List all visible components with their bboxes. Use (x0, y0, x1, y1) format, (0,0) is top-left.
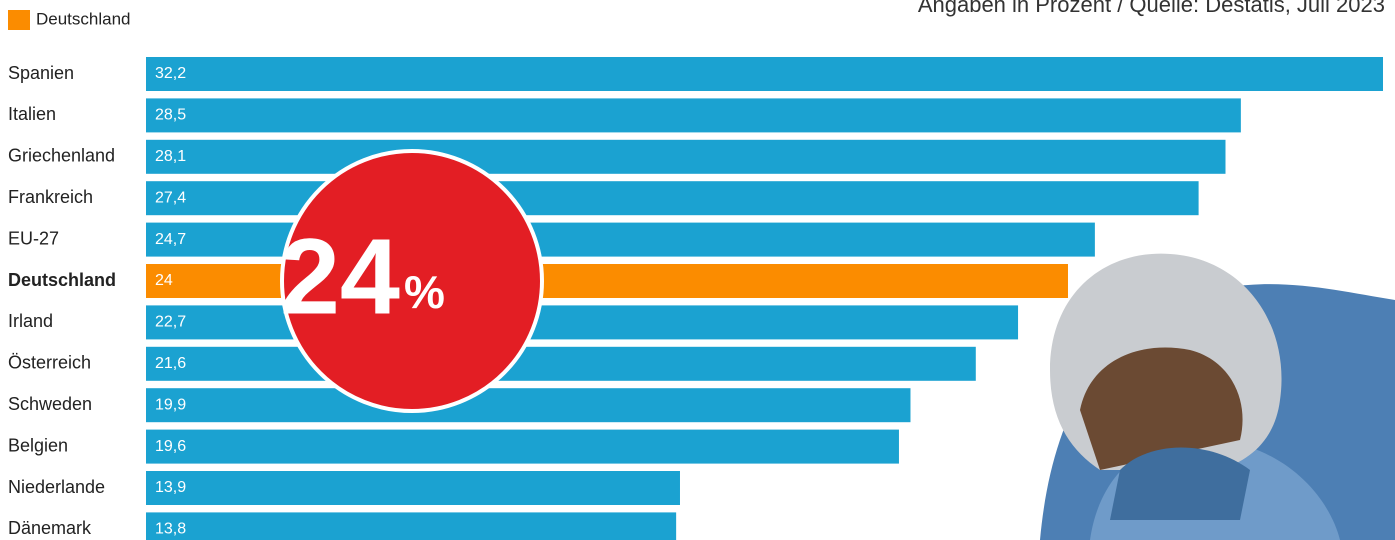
value-label: 28,1 (155, 148, 186, 165)
value-label: 24 (155, 272, 173, 289)
value-label: 13,9 (155, 479, 186, 496)
value-label: 19,9 (155, 396, 186, 413)
category-label: Dänemark (8, 518, 92, 538)
category-label: Italien (8, 104, 56, 124)
value-label: 24,7 (155, 231, 186, 248)
bar (146, 57, 1383, 91)
bar (146, 98, 1241, 132)
bar (146, 140, 1225, 174)
legend-swatch (8, 10, 30, 30)
category-label: EU-27 (8, 228, 59, 248)
legend-label: Deutschland (36, 9, 131, 28)
value-label: 21,6 (155, 355, 186, 372)
value-label: 28,5 (155, 107, 186, 124)
value-label: 27,4 (155, 189, 186, 206)
category-label: Belgien (8, 435, 68, 455)
bar (146, 347, 976, 381)
photo (1040, 254, 1395, 540)
category-label: Frankreich (8, 187, 93, 207)
bar (146, 430, 899, 464)
value-label: 32,2 (155, 65, 186, 82)
chart: Angaben in Prozent / Quelle: Destatis, J… (0, 0, 1395, 540)
badge-unit: % (404, 266, 445, 318)
category-label: Schweden (8, 394, 92, 414)
bar (146, 388, 910, 422)
bar (146, 512, 676, 540)
value-label: 19,6 (155, 438, 186, 455)
badge: 24 % (280, 151, 542, 411)
category-label: Österreich (8, 353, 91, 373)
source-note: Angaben in Prozent / Quelle: Destatis, J… (918, 0, 1385, 17)
bar (146, 471, 680, 505)
value-label: 22,7 (155, 314, 186, 331)
category-label: Niederlande (8, 477, 105, 497)
badge-number: 24 (280, 216, 400, 337)
category-label: Irland (8, 311, 53, 331)
bar (146, 305, 1018, 339)
value-label: 13,8 (155, 521, 186, 538)
category-label: Griechenland (8, 146, 115, 166)
category-label: Deutschland (8, 270, 116, 290)
category-label: Spanien (8, 63, 74, 83)
